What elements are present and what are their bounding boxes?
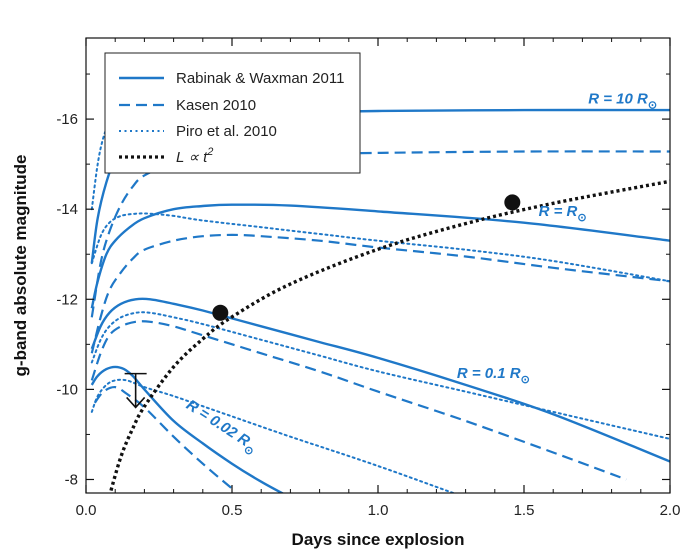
series-line-piro-et-al-r1 — [90, 212, 670, 283]
x-tick-label: 0.0 — [76, 502, 97, 519]
markers-group — [124, 194, 521, 409]
legend-label-power-law: L ∝ t2 — [176, 146, 213, 166]
legend-box — [104, 52, 361, 174]
radius-annotation: R = 0.1 R⊙ — [457, 365, 530, 386]
series-line-kasen-r0p1 — [90, 320, 627, 481]
legend: Rabinak & Waxman 2011 Kasen 2010 Piro et… — [104, 52, 361, 174]
series-line-rabinak-waxman-r0p02 — [90, 365, 285, 493]
series-line-rabinak-waxman-r1 — [90, 203, 670, 309]
legend-label-rabinak: Rabinak & Waxman 2011 — [176, 70, 344, 87]
x-tick-label: 1.0 — [368, 502, 389, 519]
upper-limit-arrow-icon — [126, 396, 146, 409]
data-point-marker — [212, 304, 229, 321]
radius-annotation: R = R⊙ — [539, 203, 587, 224]
axes-group: 0.0 0.5 1.0 1.5 2.0 -16 -14 -12 -10 -8 Days since … — [11, 38, 680, 549]
x-axis-title: Days since explosion — [292, 530, 465, 549]
legend-label-piro: Piro et al. 2010 — [176, 123, 277, 140]
series-line-kasen-r0p02 — [93, 385, 233, 490]
y-axis-title: g-band absolute magnitude — [11, 155, 30, 377]
radius-annotation: R = 10 R⊙ — [588, 90, 657, 111]
series-line-piro-et-al-r0p02 — [90, 378, 457, 493]
series-line-kasen-r1 — [90, 233, 670, 354]
y-tick-label: -16 — [56, 111, 78, 128]
series-line-rabinak-waxman-r0p1 — [90, 297, 670, 463]
y-tick-label: -12 — [56, 291, 78, 308]
series-line-l-t — [108, 179, 670, 493]
series-line-piro-et-al-r0p1 — [90, 311, 670, 440]
x-tick-label: 1.5 — [514, 502, 535, 519]
legend-label-kasen: Kasen 2010 — [176, 97, 256, 114]
y-tick-label: -14 — [56, 201, 78, 218]
curves-group — [90, 82, 670, 493]
x-tick-label: 0.5 — [222, 502, 243, 519]
data-point-marker — [504, 194, 521, 211]
x-tick-label: 2.0 — [660, 502, 681, 519]
y-tick-label: -10 — [56, 381, 78, 398]
y-tick-label: -8 — [65, 471, 78, 488]
